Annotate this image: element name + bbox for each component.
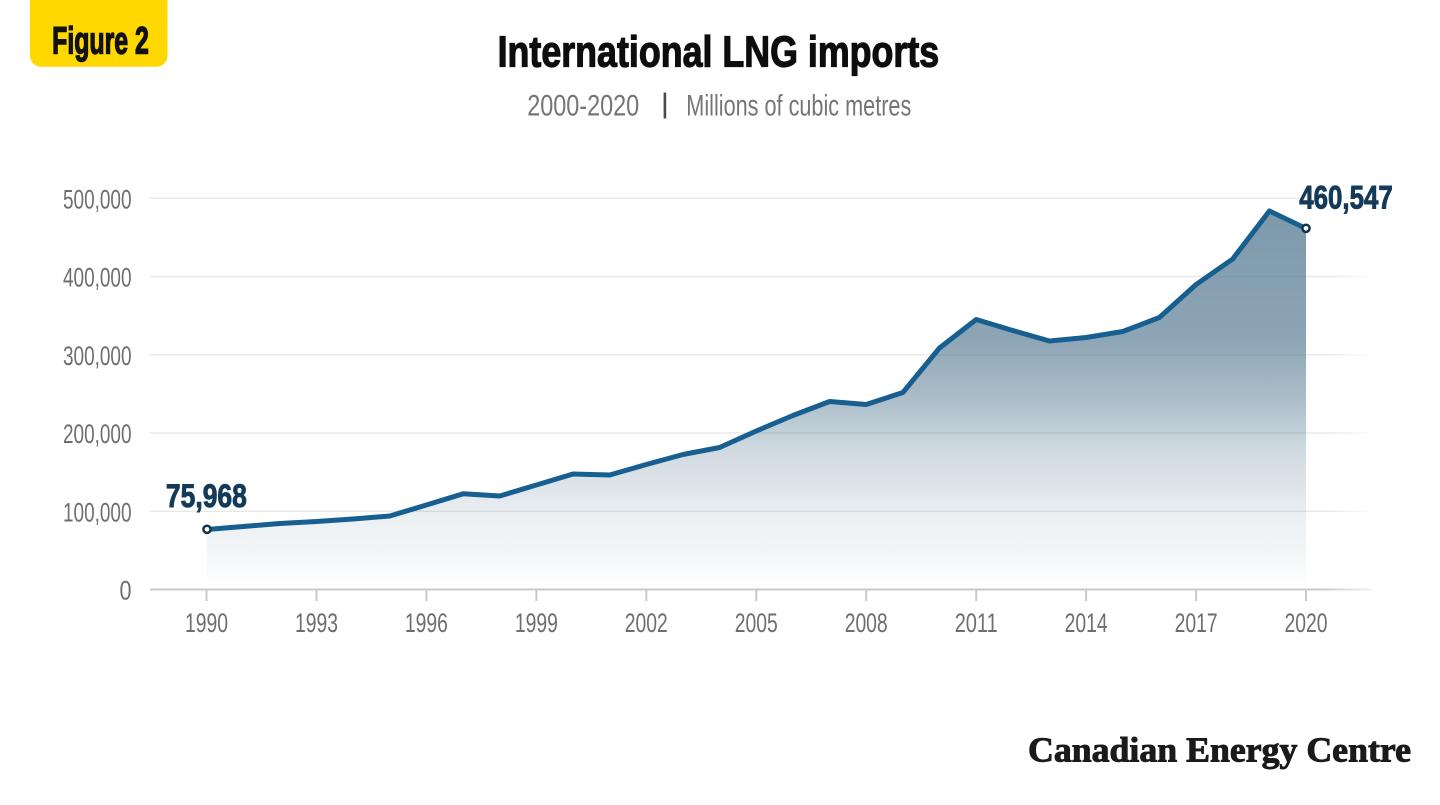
svg-text:2008: 2008 [845,608,888,638]
svg-text:2014: 2014 [1065,608,1108,638]
svg-text:2020: 2020 [1285,608,1328,638]
svg-text:500,000: 500,000 [63,184,132,214]
svg-text:2017: 2017 [1175,608,1218,638]
svg-text:100,000: 100,000 [63,497,132,527]
svg-text:Canadian Energy Centre: Canadian Energy Centre [1028,732,1411,770]
svg-text:1999: 1999 [515,608,558,638]
svg-text:200,000: 200,000 [63,419,132,449]
svg-text:460,547: 460,547 [1299,180,1393,216]
svg-text:75,968: 75,968 [166,478,247,514]
svg-text:1996: 1996 [405,608,448,638]
svg-text:1990: 1990 [185,608,228,638]
svg-text:2002: 2002 [625,608,668,638]
svg-text:460,547: 460,547 [1299,180,1393,216]
svg-text:International LNG imports: International LNG imports [498,28,940,77]
svg-text:2000-2020: 2000-2020 [527,90,639,123]
svg-text:2005: 2005 [735,608,778,638]
svg-text:2011: 2011 [955,608,998,638]
svg-text:0: 0 [120,576,132,606]
svg-text:Figure 2: Figure 2 [52,20,149,62]
svg-text:1993: 1993 [295,608,338,638]
svg-text:300,000: 300,000 [63,341,132,371]
svg-text:400,000: 400,000 [63,263,132,293]
svg-text:Millions of cubic metres: Millions of cubic metres [686,90,911,123]
